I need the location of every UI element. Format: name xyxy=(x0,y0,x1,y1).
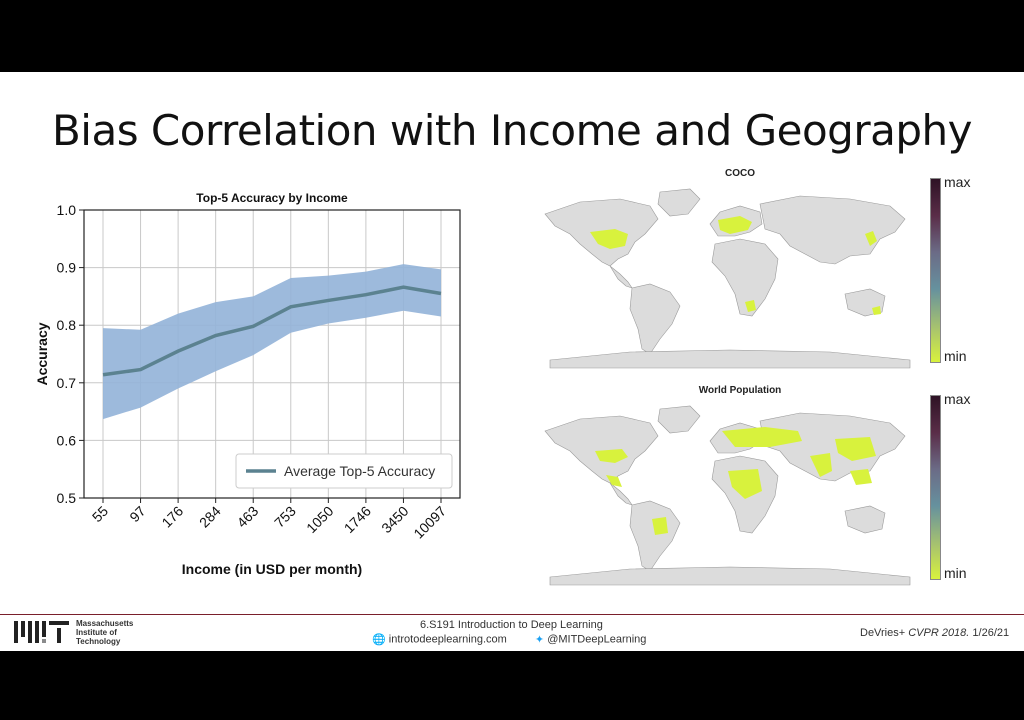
highlight-southeast-asia xyxy=(850,469,872,485)
citation-venue: CVPR 2018. xyxy=(908,627,970,639)
institution-name: Massachusetts Institute of Technology xyxy=(76,619,134,646)
slide: Bias Correlation with Income and Geograp… xyxy=(0,72,1024,651)
highlight-south-africa xyxy=(745,300,756,312)
south-america-landmass xyxy=(629,500,681,572)
highlight-africa xyxy=(728,469,762,499)
colorbar-max-label: max xyxy=(944,174,971,190)
antarctica-landmass xyxy=(549,349,911,369)
australia-landmass xyxy=(844,505,886,534)
antarctica-landmass xyxy=(549,566,911,586)
y-tick-label: 0.9 xyxy=(57,260,77,276)
highlight-china xyxy=(835,437,876,461)
highlight-usa xyxy=(590,229,628,249)
x-axis-label: Income (in USD per month) xyxy=(182,561,362,577)
legend-label: Average Top-5 Accuracy xyxy=(284,463,435,479)
x-tick-label: 1050 xyxy=(303,503,336,536)
greenland-landmass xyxy=(657,188,701,217)
y-tick-label: 0.6 xyxy=(57,432,77,448)
asia-landmass xyxy=(759,412,906,482)
citation-date: 1/26/21 xyxy=(972,627,1010,639)
mit-logo xyxy=(14,621,69,643)
highlight-europe-asia xyxy=(722,427,802,447)
accuracy-chart: 0.5 0.6 0.7 0.8 0.9 1.0 55 97 176 284 463 753 1050 17… xyxy=(34,191,461,577)
colorbar-min-label: min xyxy=(944,565,967,581)
x-tick-label: 55 xyxy=(89,503,111,525)
chart-title: Top-5 Accuracy by Income xyxy=(196,191,348,205)
map-panel-world-population: World Population xyxy=(540,385,980,590)
y-tick-label: 0.5 xyxy=(57,490,77,506)
x-tick-label: 97 xyxy=(126,503,148,525)
map-title-coco: COCO xyxy=(725,168,755,179)
highlight-india xyxy=(810,453,832,477)
x-tick-label: 10097 xyxy=(410,503,449,542)
y-tick-label: 0.7 xyxy=(57,375,77,391)
highlight-mexico xyxy=(606,475,622,487)
twitter-bird-icon: ✦ xyxy=(534,634,545,646)
world-map-coco xyxy=(544,188,911,369)
twitter-handle-link[interactable]: @MITDeepLearning xyxy=(547,633,647,646)
y-tick-label: 1.0 xyxy=(57,202,77,218)
x-tick-label: 176 xyxy=(158,503,186,531)
highlight-east-asia xyxy=(865,231,877,246)
website-link[interactable]: introtodeeplearning.com xyxy=(388,633,507,646)
highlight-usa xyxy=(595,449,628,463)
x-tick-label: 753 xyxy=(271,503,299,531)
south-america-landmass xyxy=(629,283,681,355)
highlight-europe xyxy=(718,216,752,234)
greenland-landmass xyxy=(657,405,701,434)
slide-footer: Massachusetts Institute of Technology 6.… xyxy=(0,614,1024,651)
x-tick-label: 284 xyxy=(196,503,224,531)
north-america-landmass xyxy=(544,415,659,484)
colorbar-coco xyxy=(930,178,941,363)
y-tick-label: 0.8 xyxy=(57,317,77,333)
y-axis-label: Accuracy xyxy=(34,322,50,385)
map-title-world-population: World Population xyxy=(698,385,782,396)
plot-frame xyxy=(83,209,461,499)
footer-links: 🌐 introtodeeplearning.com ✦ @MITDeepLear… xyxy=(372,633,647,647)
colorbar-max-label: max xyxy=(944,391,971,407)
globe-icon: 🌐 xyxy=(372,634,386,646)
citation: DeVries+ CVPR 2018. 1/26/21 xyxy=(860,627,1009,639)
world-map-population xyxy=(544,405,911,586)
colorbar-min-label: min xyxy=(944,348,967,364)
x-tick-label: 1746 xyxy=(341,503,374,536)
asia-landmass xyxy=(759,195,906,265)
slide-title: Bias Correlation with Income and Geograp… xyxy=(51,106,973,155)
central-america-landmass xyxy=(609,265,633,289)
x-tick-label: 3450 xyxy=(378,503,411,536)
highlight-south-america xyxy=(652,517,668,535)
x-tick-label: 463 xyxy=(234,503,262,531)
confidence-band xyxy=(103,264,441,420)
africa-landmass xyxy=(711,238,779,317)
map-panel-coco: COCO max min xyxy=(540,168,980,373)
series-line-average-top5-accuracy xyxy=(102,285,442,377)
course-name: 6.S191 Introduction to Deep Learning xyxy=(420,619,603,631)
colorbar-world-population xyxy=(930,395,941,580)
highlight-australia xyxy=(872,306,881,315)
citation-authors: DeVries+ xyxy=(860,627,906,639)
legend-box xyxy=(235,453,453,489)
